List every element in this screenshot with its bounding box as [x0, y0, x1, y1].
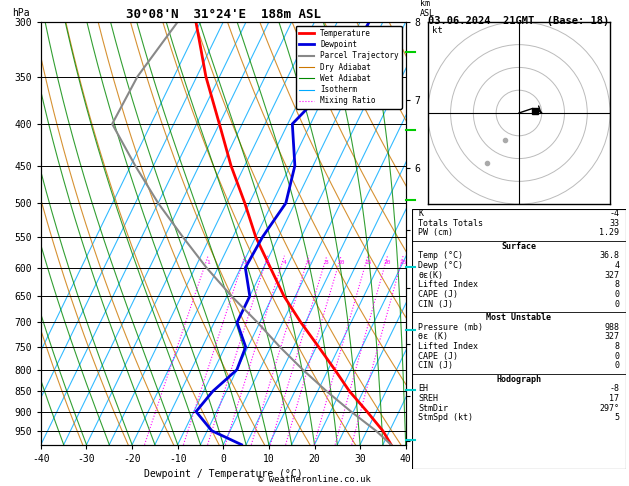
- Text: -8: -8: [610, 384, 620, 393]
- Text: Surface: Surface: [501, 242, 537, 251]
- Text: 33: 33: [610, 219, 620, 227]
- Text: Pressure (mb): Pressure (mb): [418, 323, 484, 331]
- Text: 20: 20: [384, 260, 391, 265]
- Text: SREH: SREH: [418, 394, 438, 403]
- Text: CAPE (J): CAPE (J): [418, 351, 459, 361]
- Text: kt: kt: [432, 26, 443, 35]
- Text: © weatheronline.co.uk: © weatheronline.co.uk: [258, 474, 371, 484]
- Text: CIN (J): CIN (J): [418, 299, 454, 309]
- Text: 25: 25: [399, 260, 407, 265]
- X-axis label: Dewpoint / Temperature (°C): Dewpoint / Temperature (°C): [144, 469, 303, 479]
- Text: 6: 6: [307, 260, 311, 265]
- Text: -4: -4: [610, 209, 620, 218]
- Text: CAPE (J): CAPE (J): [418, 290, 459, 299]
- Text: 4: 4: [282, 260, 286, 265]
- Text: 988: 988: [604, 323, 620, 331]
- Text: 36.8: 36.8: [599, 251, 620, 260]
- Text: K: K: [418, 209, 423, 218]
- Text: 8: 8: [325, 260, 329, 265]
- Text: 1.29: 1.29: [599, 228, 620, 237]
- Title: 30°08'N  31°24'E  188m ASL: 30°08'N 31°24'E 188m ASL: [126, 8, 321, 21]
- Text: 327: 327: [604, 332, 620, 341]
- Text: Dewp (°C): Dewp (°C): [418, 261, 464, 270]
- Legend: Temperature, Dewpoint, Parcel Trajectory, Dry Adiabat, Wet Adiabat, Isotherm, Mi: Temperature, Dewpoint, Parcel Trajectory…: [296, 26, 402, 108]
- Text: 0: 0: [615, 299, 620, 309]
- Text: θε(K): θε(K): [418, 271, 443, 279]
- Text: Lifted Index: Lifted Index: [418, 280, 479, 289]
- Text: 4: 4: [615, 261, 620, 270]
- Text: 17: 17: [610, 394, 620, 403]
- Text: 0: 0: [615, 361, 620, 370]
- Text: 8: 8: [615, 280, 620, 289]
- Text: StmDir: StmDir: [418, 403, 448, 413]
- Text: PW (cm): PW (cm): [418, 228, 454, 237]
- Text: Temp (°C): Temp (°C): [418, 251, 464, 260]
- Text: hPa: hPa: [12, 8, 30, 17]
- Text: Most Unstable: Most Unstable: [486, 313, 552, 322]
- Text: θε (K): θε (K): [418, 332, 448, 341]
- FancyBboxPatch shape: [412, 209, 626, 469]
- Text: 297°: 297°: [599, 403, 620, 413]
- Text: 0: 0: [615, 351, 620, 361]
- Text: Lifted Index: Lifted Index: [418, 342, 479, 351]
- Text: 1: 1: [206, 260, 210, 265]
- Text: EH: EH: [418, 384, 428, 393]
- Text: 5: 5: [615, 413, 620, 422]
- Text: Totals Totals: Totals Totals: [418, 219, 484, 227]
- Text: 2: 2: [243, 260, 247, 265]
- Text: Hodograph: Hodograph: [496, 375, 542, 383]
- Text: 03.06.2024  21GMT  (Base: 18): 03.06.2024 21GMT (Base: 18): [428, 16, 610, 26]
- Text: 0: 0: [615, 290, 620, 299]
- Text: 3: 3: [266, 260, 270, 265]
- Text: km
ASL: km ASL: [420, 0, 435, 17]
- Text: CIN (J): CIN (J): [418, 361, 454, 370]
- Text: 8: 8: [615, 342, 620, 351]
- Text: StmSpd (kt): StmSpd (kt): [418, 413, 474, 422]
- Text: 15: 15: [364, 260, 372, 265]
- Text: 327: 327: [604, 271, 620, 279]
- Text: 10: 10: [337, 260, 345, 265]
